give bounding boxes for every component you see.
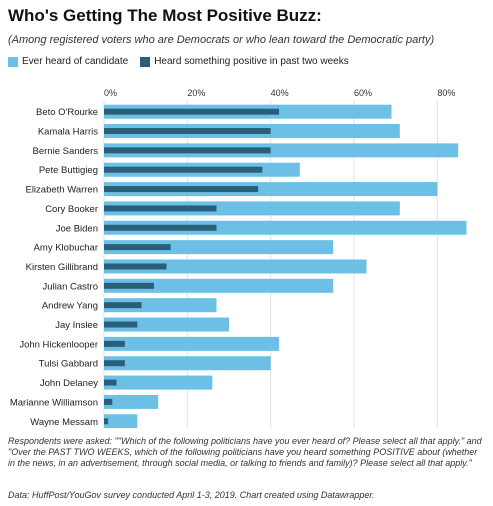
bar-ever-heard xyxy=(104,220,467,235)
legend-label-ever-heard: Ever heard of candidate xyxy=(22,56,129,67)
bar-heard-positive xyxy=(104,147,271,154)
chart-legend: Ever heard of candidate Heard something … xyxy=(8,56,349,67)
bar-heard-positive xyxy=(104,282,154,289)
bar-ever-heard xyxy=(104,298,217,313)
legend-item-heard-positive: Heard something positive in past two wee… xyxy=(140,56,349,67)
methodology-note: Respondents were asked: ""Which of the f… xyxy=(8,436,482,468)
category-label: Cory Booker xyxy=(45,204,98,215)
bar-heard-positive xyxy=(104,340,125,347)
x-tick-label: 20% xyxy=(187,88,205,98)
category-label: Elizabeth Warren xyxy=(25,185,98,196)
bar-ever-heard xyxy=(104,278,334,293)
bar-ever-heard xyxy=(104,394,159,409)
bar-heard-positive xyxy=(104,224,217,231)
chart-subtitle: (Among registered voters who are Democra… xyxy=(8,34,435,46)
bar-heard-positive xyxy=(104,321,138,328)
legend-item-ever-heard: Ever heard of candidate xyxy=(8,56,128,67)
bar-ever-heard xyxy=(104,317,229,332)
bar-heard-positive xyxy=(104,244,171,251)
bar-heard-positive xyxy=(104,128,271,135)
x-tick-label: 0% xyxy=(104,88,117,98)
category-label: Andrew Yang xyxy=(42,301,98,312)
category-label: Pete Buttigieg xyxy=(39,165,98,176)
category-label: Kamala Harris xyxy=(38,127,98,138)
bar-ever-heard xyxy=(104,336,279,351)
category-label: Jay Inslee xyxy=(55,320,98,331)
bar-ever-heard xyxy=(104,375,213,390)
category-label: John Delaney xyxy=(40,378,98,389)
bar-heard-positive xyxy=(104,302,142,309)
bar-heard-positive xyxy=(104,360,125,367)
source-note: Data: HuffPost/YouGov survey conducted A… xyxy=(8,490,375,500)
bar-heard-positive xyxy=(104,108,279,115)
bar-ever-heard xyxy=(104,240,334,255)
category-label: Kirsten Gillibrand xyxy=(26,262,98,273)
legend-label-heard-positive: Heard something positive in past two wee… xyxy=(154,56,349,67)
bar-heard-positive xyxy=(104,166,263,173)
category-label: Beto O'Rourke xyxy=(36,107,98,118)
bar-heard-positive xyxy=(104,263,167,270)
bar-heard-positive xyxy=(104,205,217,212)
bar-chart: 0% 20% 40% 60% 80% Beto O'Rourke Kamala Harris… xyxy=(10,88,467,428)
x-tick-label: 60% xyxy=(354,88,372,98)
bar-heard-positive xyxy=(104,379,117,386)
x-tick-label: 40% xyxy=(271,88,289,98)
category-label: Julian Castro xyxy=(43,281,98,292)
bar-ever-heard xyxy=(104,201,400,216)
bar-ever-heard xyxy=(104,259,367,274)
bar-ever-heard xyxy=(104,143,459,158)
category-label: John Hickenlooper xyxy=(19,339,98,350)
bar-heard-positive xyxy=(104,398,113,405)
category-label: Wayne Messam xyxy=(30,417,98,428)
bar-ever-heard xyxy=(104,414,138,428)
legend-swatch-ever-heard xyxy=(8,56,18,67)
category-label: Marianne Williamson xyxy=(10,397,98,408)
bar-ever-heard xyxy=(104,182,438,197)
category-label: Amy Klobuchar xyxy=(34,243,98,254)
bar-ever-heard xyxy=(104,356,271,371)
category-label: Bernie Sanders xyxy=(33,146,99,157)
category-label: Joe Biden xyxy=(56,223,98,234)
bar-heard-positive xyxy=(104,418,109,425)
legend-swatch-heard-positive xyxy=(140,56,151,67)
category-label: Tulsi Gabbard xyxy=(39,359,98,370)
bar-heard-positive xyxy=(104,186,259,193)
chart-title: Who's Getting The Most Positive Buzz: xyxy=(8,6,322,25)
x-tick-label: 80% xyxy=(437,88,455,98)
